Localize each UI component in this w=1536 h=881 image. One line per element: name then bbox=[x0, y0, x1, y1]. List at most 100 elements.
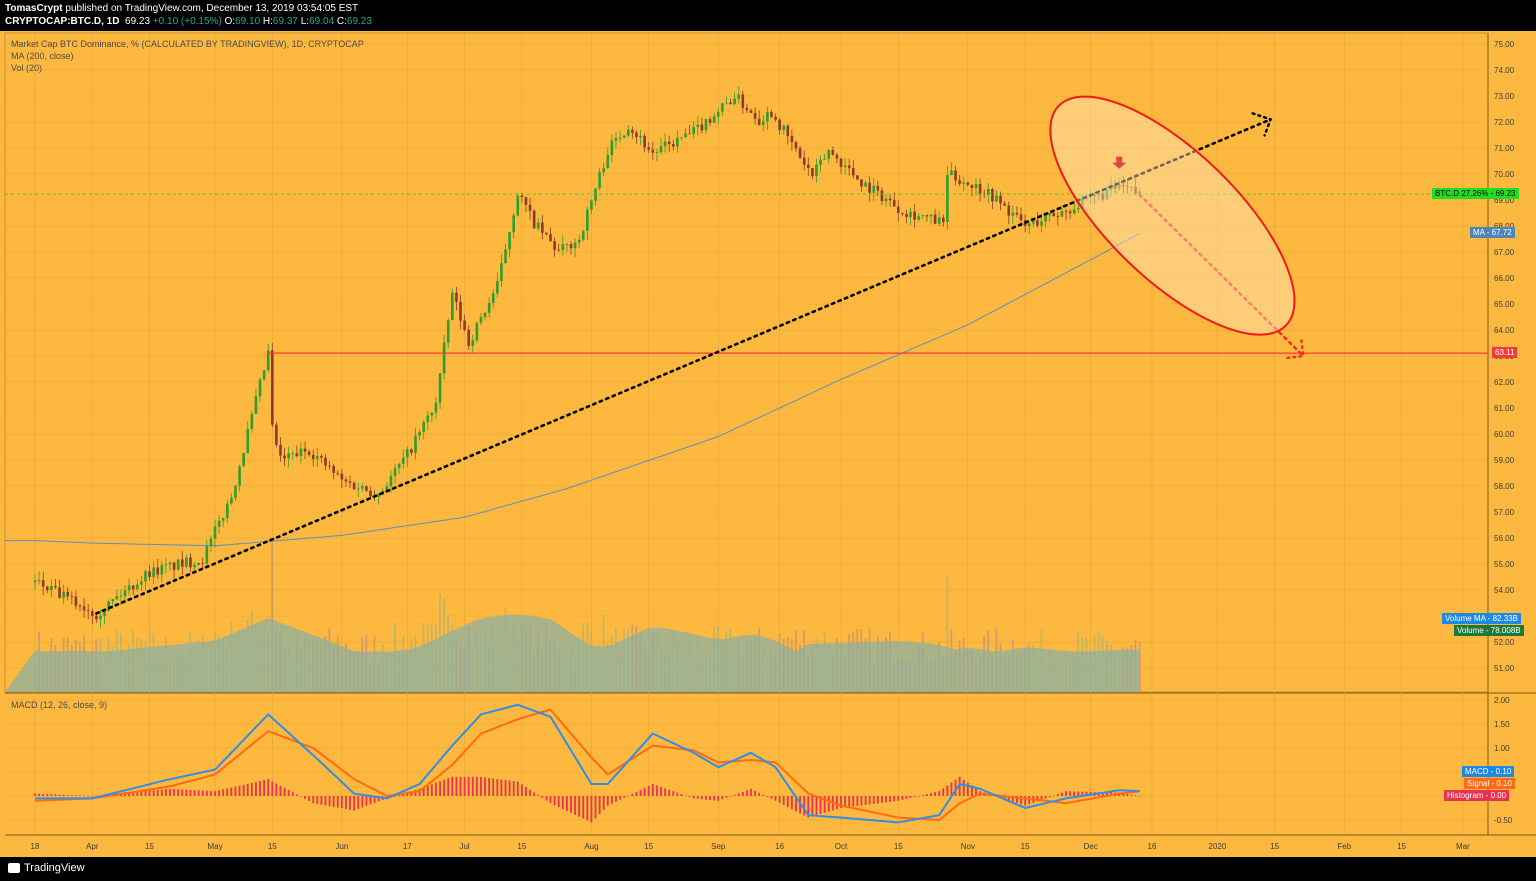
macd-axis: 2.001.501.000.500.00-0.50 bbox=[5, 696, 1513, 825]
candle-body bbox=[1072, 209, 1076, 214]
y-tick-label: 73.00 bbox=[1494, 92, 1515, 101]
candle-body bbox=[778, 119, 781, 131]
candle-body bbox=[148, 571, 151, 578]
histogram-bar bbox=[758, 792, 761, 796]
chart-title: Market Cap BTC Dominance, % (CALCULATED … bbox=[11, 39, 364, 49]
candle-body bbox=[868, 182, 871, 193]
candle-body bbox=[708, 119, 712, 123]
histogram-bar bbox=[570, 796, 572, 813]
histogram-bar bbox=[848, 796, 851, 807]
histogram-bar bbox=[627, 795, 630, 797]
close-label: C: bbox=[336, 16, 347, 27]
histogram-bar bbox=[148, 790, 151, 796]
histogram-bar bbox=[242, 784, 245, 796]
candle-body bbox=[131, 585, 135, 590]
y-tick-label: 57.00 bbox=[1494, 508, 1515, 517]
candle-body bbox=[925, 215, 929, 217]
candle-body bbox=[303, 448, 307, 452]
histogram-bar bbox=[308, 796, 311, 802]
histogram-bar bbox=[709, 796, 711, 800]
candle-body bbox=[410, 449, 413, 453]
histogram-bar bbox=[1024, 796, 1027, 806]
histogram-bar bbox=[803, 796, 806, 816]
histogram-bar bbox=[565, 796, 568, 811]
histogram-bar bbox=[541, 796, 544, 798]
candle-body bbox=[1056, 216, 1060, 218]
candle-body bbox=[418, 431, 421, 436]
ma-legend: MA (200, close) bbox=[11, 51, 74, 61]
candle-body bbox=[647, 147, 651, 150]
candle-body bbox=[905, 213, 908, 218]
candle-body bbox=[802, 157, 806, 165]
candle-body bbox=[557, 249, 561, 251]
brand-name: TradingView bbox=[24, 862, 85, 874]
histogram-bar bbox=[807, 796, 810, 818]
histogram-bar bbox=[324, 796, 327, 806]
candle-body bbox=[913, 211, 916, 220]
candle-body bbox=[135, 584, 139, 590]
candle-body bbox=[884, 198, 888, 202]
candle-body bbox=[712, 116, 716, 123]
histogram-bar bbox=[651, 784, 654, 796]
candle-body bbox=[340, 473, 344, 480]
histogram-bar bbox=[885, 796, 887, 803]
candle-body bbox=[831, 149, 835, 155]
x-tick-label: 18 bbox=[31, 842, 40, 851]
histogram-bar bbox=[197, 790, 200, 796]
y-tick-label: 70.00 bbox=[1494, 170, 1515, 179]
breakdown-line bbox=[1138, 193, 1305, 358]
histogram-bar bbox=[545, 796, 548, 801]
volume-ma-tag-value: 82.33B bbox=[1492, 614, 1518, 623]
histogram-bar bbox=[574, 796, 576, 815]
histogram-bar bbox=[721, 796, 724, 800]
histogram-bar bbox=[913, 796, 916, 797]
histogram-bar bbox=[525, 787, 527, 796]
candle-body bbox=[880, 190, 884, 202]
tradingview-logo[interactable]: TradingView bbox=[8, 862, 85, 874]
histogram-bar bbox=[701, 796, 703, 800]
candle-body bbox=[66, 591, 70, 597]
histogram-bar bbox=[635, 791, 638, 796]
candle-body bbox=[573, 242, 577, 249]
candle-body bbox=[987, 188, 990, 195]
author-name[interactable]: TomasCrypt bbox=[5, 3, 63, 14]
candle-body bbox=[958, 180, 961, 184]
histogram-bar bbox=[385, 796, 388, 799]
candle-body bbox=[1093, 194, 1096, 196]
histogram-bar bbox=[488, 777, 491, 796]
last-price: 69.23 bbox=[125, 16, 151, 27]
candle-body bbox=[999, 195, 1002, 204]
histogram-bar bbox=[165, 789, 167, 796]
histogram-bar bbox=[1003, 796, 1006, 800]
macd-tick-label: -0.50 bbox=[1494, 816, 1513, 825]
macd-tag: MACD - 0.10 bbox=[1462, 766, 1515, 777]
candle-body bbox=[238, 466, 241, 486]
histogram-bar bbox=[275, 783, 278, 796]
histogram-bar bbox=[279, 785, 282, 796]
histogram-bar bbox=[966, 782, 969, 796]
candle-body bbox=[1077, 208, 1080, 210]
candle-body bbox=[115, 596, 119, 600]
candle-body bbox=[70, 596, 74, 598]
candle-body bbox=[541, 222, 544, 233]
candle-body bbox=[95, 615, 98, 620]
histogram-bar bbox=[836, 796, 838, 810]
histogram-bar bbox=[484, 777, 486, 796]
histogram-bar bbox=[267, 779, 270, 796]
candle-body bbox=[406, 449, 409, 458]
candle-body bbox=[213, 526, 217, 539]
histogram-bar bbox=[1048, 796, 1051, 797]
candle-body bbox=[62, 591, 65, 598]
candle-body bbox=[475, 322, 479, 341]
y-tick-label: 68.00 bbox=[1494, 222, 1515, 231]
price-chart[interactable]: 75.00 74.00 73.00 72.00 71.00 70.00 69.00 68.00… bbox=[0, 31, 1536, 857]
x-tick-label: 15 bbox=[644, 842, 653, 851]
histogram-tag: Histogram - 0.00 bbox=[1444, 790, 1510, 801]
histogram-bar bbox=[345, 796, 347, 809]
histogram-bar bbox=[1020, 796, 1022, 805]
candle-body bbox=[532, 210, 536, 229]
macd-tick-label: 1.50 bbox=[1494, 720, 1510, 729]
candle-body bbox=[1126, 186, 1129, 188]
candle-body bbox=[688, 133, 691, 135]
histogram-bar bbox=[38, 793, 40, 796]
